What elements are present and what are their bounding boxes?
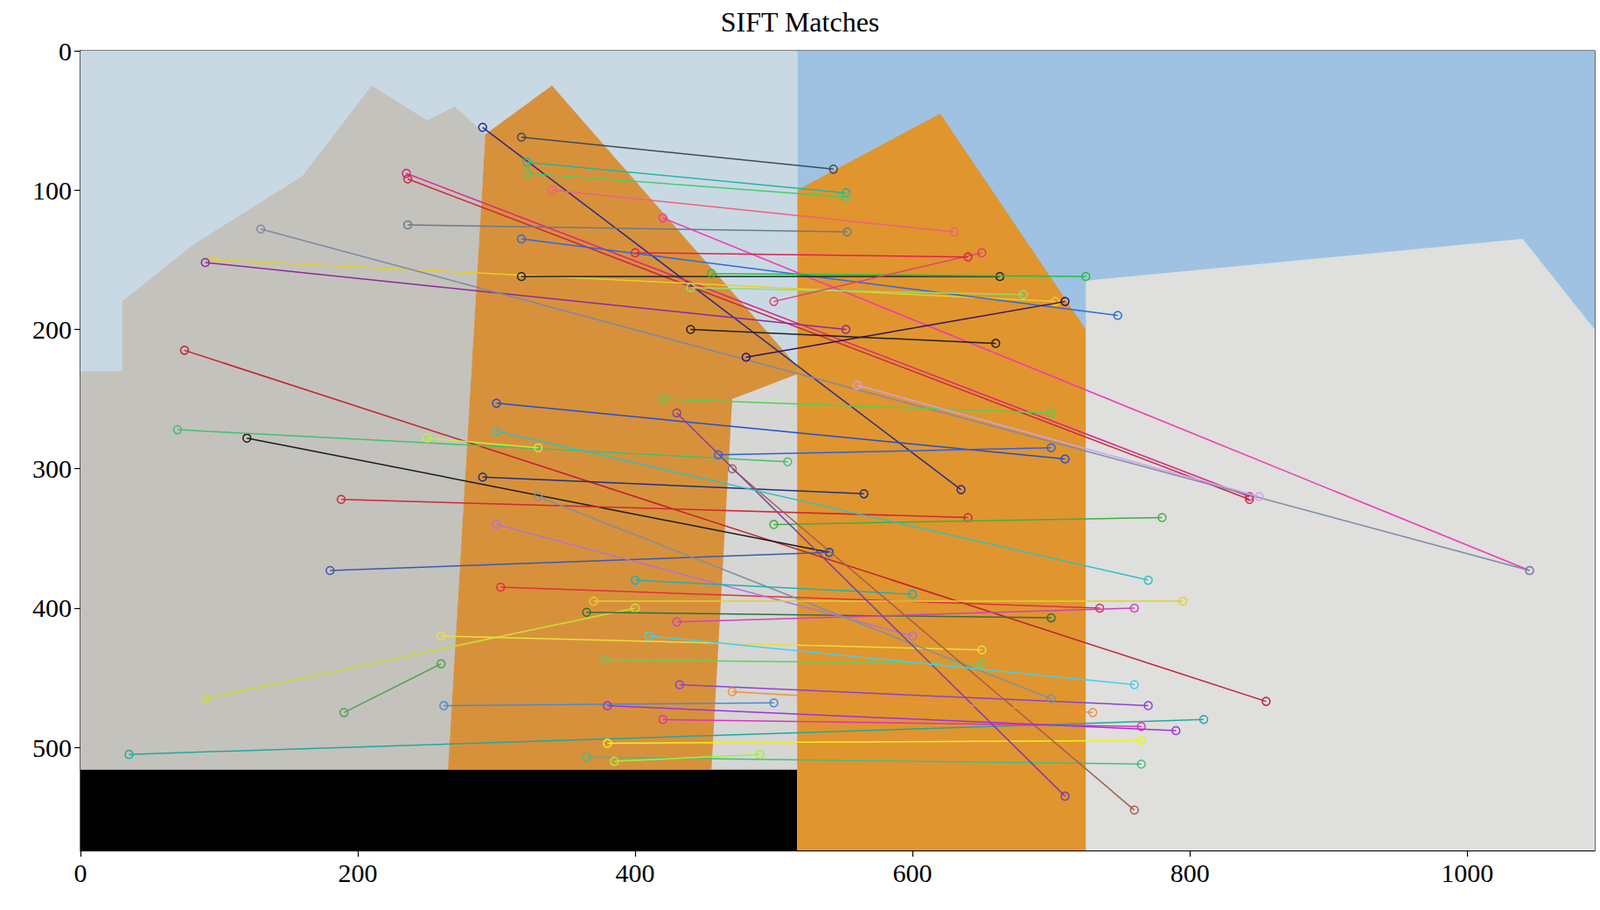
svg-text:400: 400: [32, 593, 72, 622]
svg-text:0: 0: [58, 36, 72, 66]
svg-text:0: 0: [74, 858, 88, 888]
svg-text:300: 300: [32, 454, 72, 483]
svg-text:100: 100: [32, 175, 72, 205]
svg-text:1000: 1000: [1440, 858, 1494, 888]
svg-text:600: 600: [893, 858, 933, 888]
svg-text:400: 400: [615, 858, 656, 888]
svg-text:SIFT Matches: SIFT Matches: [720, 6, 881, 38]
svg-text:500: 500: [32, 733, 72, 762]
svg-text:200: 200: [338, 858, 378, 888]
svg-text:200: 200: [32, 314, 72, 344]
svg-text:800: 800: [1170, 858, 1210, 888]
